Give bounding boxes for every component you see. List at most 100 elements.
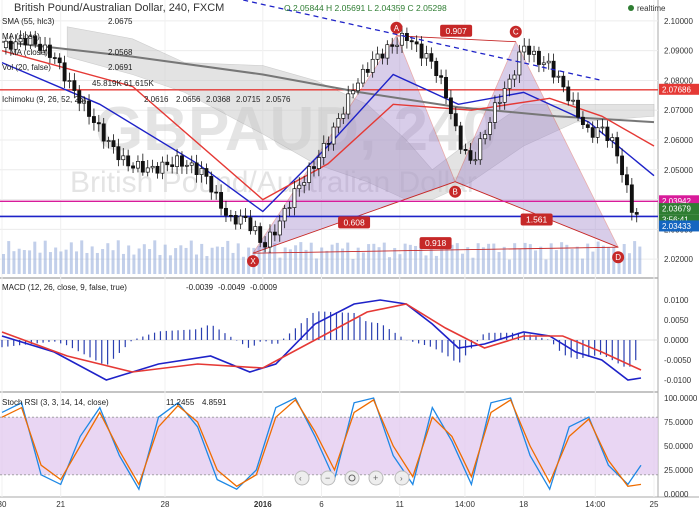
candle-body — [165, 161, 170, 166]
volume-bar — [200, 243, 204, 274]
stoch-legend[interactable]: Stoch RSI (3, 3, 14, 14, close) 11.2455 … — [2, 398, 227, 407]
candle-body — [468, 150, 473, 161]
candle-body — [326, 143, 331, 145]
candle-body — [116, 146, 121, 161]
candle-body — [356, 82, 360, 92]
scroll-left-icon[interactable] — [294, 470, 310, 486]
candle-body — [228, 215, 233, 217]
price-tick-label: 2.02000 — [664, 255, 693, 264]
volume-bar — [132, 254, 136, 274]
plus-icon: + — [373, 473, 378, 483]
ratio-box — [338, 216, 371, 229]
volume-bar — [377, 247, 381, 274]
sma-label[interactable]: SMA (55, hlc3) — [2, 17, 55, 26]
volume-bar — [466, 247, 470, 274]
trendline[interactable] — [243, 0, 602, 82]
reset-circle-icon — [348, 474, 356, 482]
candle-body — [87, 100, 91, 117]
volume-bar — [273, 242, 277, 274]
volume-bar — [309, 242, 313, 274]
volume-bar — [476, 243, 480, 274]
time-tick-label: 14:00 — [455, 500, 476, 509]
volume-bar — [304, 249, 308, 274]
candle-body — [184, 164, 189, 167]
volume-bar — [85, 252, 89, 274]
volume-bar — [314, 258, 318, 274]
pattern-point-marker — [449, 185, 462, 198]
candle-body — [580, 116, 585, 126]
candle-body — [282, 208, 287, 222]
candle-body — [488, 122, 492, 135]
candle-body — [546, 60, 551, 64]
candle-body — [111, 140, 116, 148]
volume-bar — [455, 243, 459, 274]
ratio-box — [520, 213, 553, 226]
volume-bar — [565, 244, 569, 274]
time-axis[interactable]: 30 21 28 2016 6 11 14:00 18 14:00 25 — [0, 500, 659, 509]
cloud-area — [66, 26, 655, 200]
ma2-label[interactable]: MA (close) — [10, 48, 48, 57]
volume-bar — [43, 240, 47, 274]
ma2-value: 2.0691 — [108, 63, 133, 72]
navigation-controls[interactable]: ‹ − + › — [294, 470, 410, 486]
stoch-value-d: 4.8591 — [202, 398, 227, 407]
ratio-label: 0.907 — [445, 26, 467, 36]
candle-body — [615, 137, 620, 157]
zoom-out-icon[interactable] — [320, 470, 336, 486]
candle-body — [561, 75, 566, 88]
candle-body — [517, 51, 522, 76]
ma-line — [1, 61, 655, 213]
vol-label[interactable]: Vol (20, false) — [2, 63, 51, 72]
dashed-trendline[interactable] — [243, 0, 602, 82]
volume-bar — [28, 250, 32, 274]
candle-body — [219, 192, 224, 209]
macd-series-line — [1, 303, 642, 373]
stoch-tick-label: 50.0000 — [664, 442, 693, 451]
candle-body — [121, 155, 126, 161]
volume-bar — [320, 247, 324, 274]
candle-body — [453, 113, 458, 127]
price-tick-label: 2.07000 — [664, 106, 693, 115]
volume-bar — [346, 242, 350, 274]
stoch-value-k: 11.2455 — [166, 398, 195, 407]
reset-icon[interactable] — [344, 470, 360, 486]
volume-bar — [241, 256, 245, 274]
price-tick-label: 2.10000 — [664, 17, 693, 26]
candle-body — [233, 215, 238, 225]
legend-header: British Pound/Australian Dollar, 240, FX… — [14, 2, 666, 14]
scroll-right-icon[interactable] — [394, 470, 410, 486]
volume-bar — [148, 249, 152, 274]
volume-bar — [393, 247, 397, 274]
volume-bar — [142, 244, 146, 274]
ma-label[interactable]: MA (close) — [2, 32, 40, 41]
candle-body — [341, 113, 346, 119]
candle-body — [400, 33, 404, 46]
volume-bar — [22, 250, 26, 274]
macd-value-3: -0.0009 — [250, 283, 278, 292]
candles[interactable] — [3, 25, 639, 253]
candle-body — [541, 62, 546, 65]
candle-body — [160, 161, 165, 174]
stoch-label[interactable]: Stoch RSI (3, 3, 14, 14, close) — [2, 398, 109, 407]
indicator-legend[interactable]: SMA (55, hlc3) 2.0675 MA (close) 2.0568 … — [2, 17, 291, 104]
macd-panel[interactable] — [0, 279, 658, 391]
candle-body — [238, 215, 243, 225]
stoch-tick-label: 100.0000 — [664, 394, 698, 403]
candle-body — [351, 90, 356, 95]
macd-label[interactable]: MACD (12, 26, close, 9, false, true) — [2, 283, 127, 292]
vol-values: 45.819K 61.615K — [92, 79, 154, 88]
volume-bar — [601, 245, 605, 274]
zoom-in-icon[interactable] — [368, 470, 384, 486]
candle-body — [33, 35, 38, 45]
volume-bar — [341, 248, 345, 274]
volume-bar — [382, 242, 386, 274]
volume-bar — [523, 242, 527, 274]
candle-body — [18, 37, 23, 43]
ichimoku-label[interactable]: Ichimoku (9, 26, 52, 26) — [2, 95, 86, 104]
macd-legend[interactable]: MACD (12, 26, close, 9, false, true) -0.… — [2, 283, 278, 292]
candle-body — [365, 68, 370, 73]
candle-body — [272, 231, 277, 236]
stoch-tick-label: 25.0000 — [664, 466, 693, 475]
